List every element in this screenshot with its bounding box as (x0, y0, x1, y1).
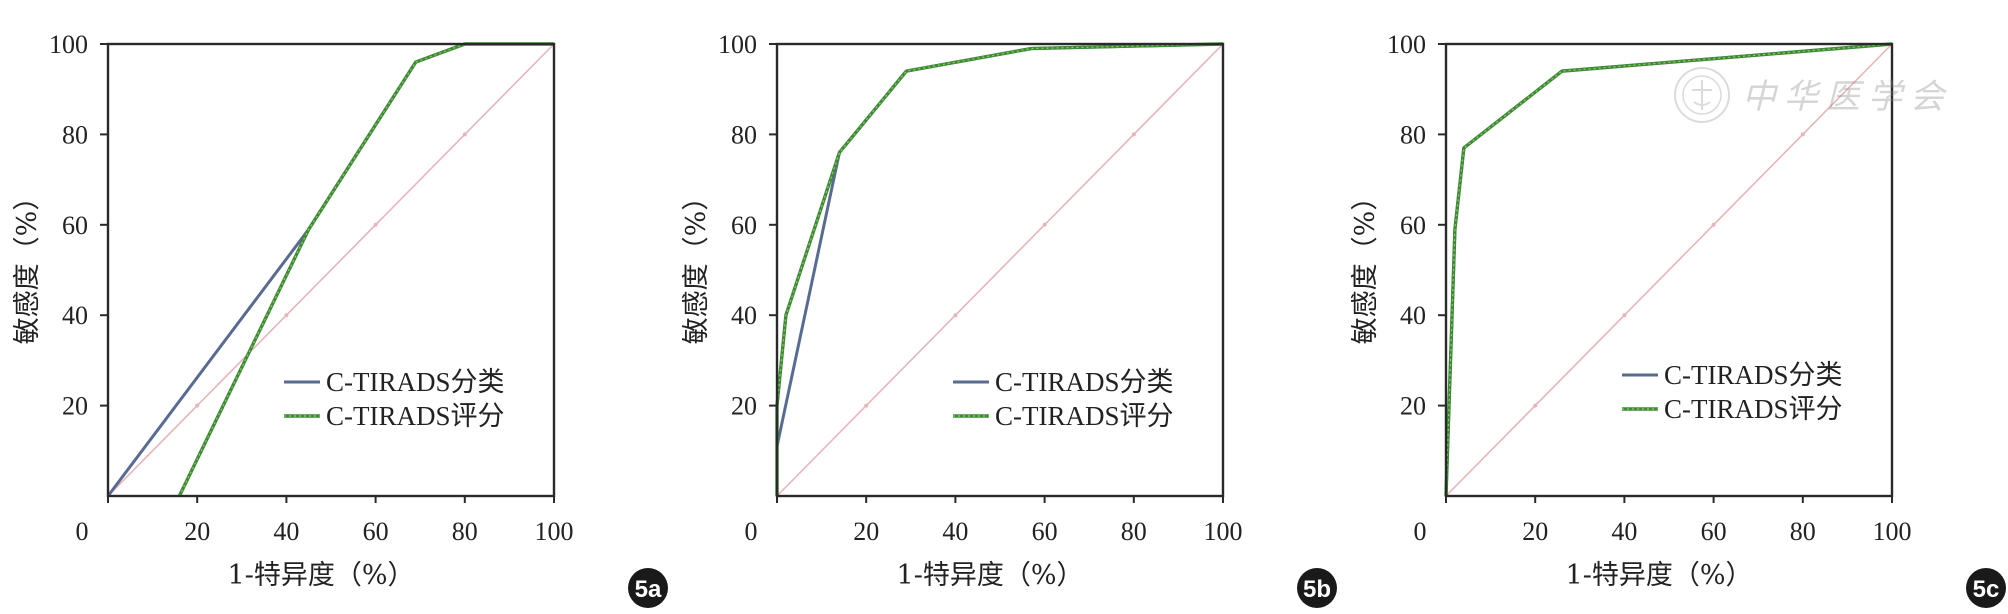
y-tick-label: 80 (731, 120, 757, 149)
x-tick-label: 40 (1611, 517, 1637, 546)
y-axis-title: 敏感度（%） (681, 184, 712, 345)
plot-frame (106, 42, 556, 498)
x-tick-label: 80 (1790, 517, 1816, 546)
reference-diagonal-marker (1131, 132, 1136, 137)
y-tick-label: 80 (1400, 120, 1426, 149)
reference-diagonal-line (107, 43, 555, 497)
roc-chart-5a: 0 20 40 60 80 100 20 40 60 80 100 1-特异度（%） 敏感度（%） C-T… (12, 30, 668, 608)
y-axis-title: 敏感度（%） (12, 184, 43, 345)
y-tick-label: 20 (1400, 392, 1426, 421)
reference-diagonal-line (1445, 43, 1893, 497)
y-tick-label: 20 (731, 392, 757, 421)
x-tick-label: 100 (1204, 517, 1243, 546)
panel-badge-label: 5b (1303, 576, 1331, 603)
x-axis-title: 1-特异度（%） (228, 560, 415, 591)
reference-diagonal-marker (1711, 222, 1716, 227)
roc-chart-5c: 0 20 40 60 80 100 20 40 60 80 100 1-特异度（%） 敏感度（%） C-T… (1350, 30, 2006, 608)
reference-diagonal-marker (284, 313, 289, 318)
watermark: 中华医学会 (1674, 67, 1952, 123)
legend-label: C-TIRADS分类 (1664, 360, 1843, 390)
roc-chart-5b: 0 20 40 60 80 100 20 40 60 80 100 1-特异度（%） 敏感度（%） C-T… (681, 30, 1337, 608)
x-tick-label: 0 (1414, 517, 1427, 546)
panel-badge-label: 5c (1973, 576, 2000, 603)
watermark-text: 中华医学会 (1742, 77, 1952, 117)
legend-label: C-TIRADS评分 (1664, 394, 1843, 424)
legend-label: C-TIRADS评分 (995, 401, 1174, 431)
panel-badge (628, 568, 668, 608)
y-tick-label: 60 (731, 211, 757, 240)
chart-panel-5b: 0 20 40 60 80 100 20 40 60 80 100 1-特异度（%） 敏感度（%） C-T… (669, 0, 1338, 614)
plot-frame (775, 42, 1225, 498)
legend-label: C-TIRADS分类 (326, 367, 505, 397)
reference-diagonal-marker (462, 132, 467, 137)
x-tick-label: 100 (1873, 517, 1912, 546)
panel-badge (1297, 568, 1337, 608)
reference-diagonal-marker (373, 222, 378, 227)
watermark-seal-icon (1674, 67, 1730, 123)
reference-diagonal-marker (1622, 313, 1627, 318)
reference-diagonal-marker (195, 403, 200, 408)
series-line-score (1444, 42, 1893, 497)
x-tick-label: 0 (76, 517, 89, 546)
chart-panel-5a: 0 20 40 60 80 100 20 40 60 80 100 1-特异度（%） 敏感度（%） C-T… (0, 0, 669, 614)
x-tick-label: 40 (273, 517, 299, 546)
panel-badge (1966, 568, 2006, 608)
x-tick-label: 40 (942, 517, 968, 546)
reference-diagonal-marker (864, 403, 869, 408)
x-tick-label: 60 (363, 517, 389, 546)
reference-diagonal-marker (1800, 132, 1805, 137)
panel-badge-label: 5a (635, 576, 662, 603)
y-tick-label: 40 (62, 301, 88, 330)
y-tick-label: 40 (1400, 301, 1426, 330)
y-tick-label: 100 (718, 30, 757, 59)
x-tick-label: 20 (853, 517, 879, 546)
reference-diagonal-marker (1042, 222, 1047, 227)
y-tick-label: 40 (731, 301, 757, 330)
legend-label: C-TIRADS分类 (995, 367, 1174, 397)
y-tick-label: 60 (62, 211, 88, 240)
x-tick-label: 80 (1121, 517, 1147, 546)
legend-label: C-TIRADS评分 (326, 401, 505, 431)
x-tick-label: 80 (452, 517, 478, 546)
x-tick-label: 20 (1522, 517, 1548, 546)
y-axis-title: 敏感度（%） (1350, 184, 1381, 345)
y-tick-label: 80 (62, 120, 88, 149)
reference-diagonal-line (776, 43, 1224, 497)
y-tick-label: 100 (1387, 30, 1426, 59)
plot-frame (1444, 42, 1894, 498)
reference-diagonal-marker (953, 313, 958, 318)
y-tick-label: 100 (49, 30, 88, 59)
x-tick-label: 60 (1701, 517, 1727, 546)
x-tick-label: 0 (745, 517, 758, 546)
chart-panel-5c: 0 20 40 60 80 100 20 40 60 80 100 1-特异度（%） 敏感度（%） C-T… (1338, 0, 2007, 614)
x-tick-label: 20 (184, 517, 210, 546)
x-tick-label: 100 (535, 517, 574, 546)
x-axis-title: 1-特异度（%） (1566, 560, 1753, 591)
reference-diagonal-marker (1533, 403, 1538, 408)
x-axis-title: 1-特异度（%） (897, 560, 1084, 591)
y-tick-label: 20 (62, 392, 88, 421)
y-tick-label: 60 (1400, 211, 1426, 240)
x-tick-label: 60 (1032, 517, 1058, 546)
